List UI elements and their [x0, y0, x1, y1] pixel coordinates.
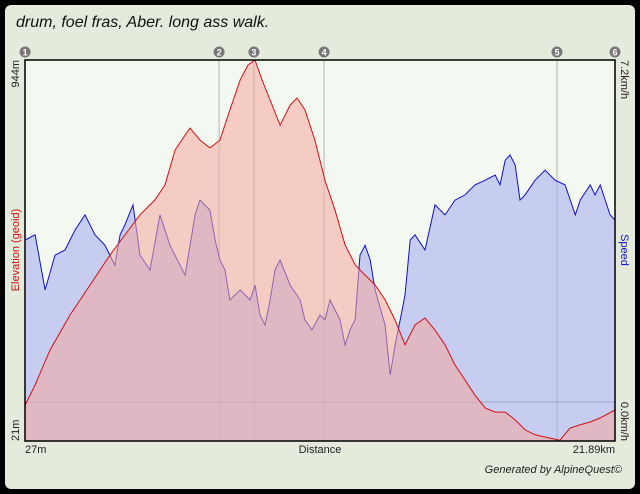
waypoint-marker-2[interactable] — [213, 46, 225, 58]
plot-frame — [24, 59, 616, 442]
chart-title: drum, foel fras, Aber. long ass walk. — [16, 14, 270, 31]
waypoint-marker-3[interactable] — [248, 46, 260, 58]
x-axis-label: Distance — [299, 444, 342, 456]
x-tick-max: 21.89km — [573, 444, 615, 456]
y-left-max: 944m — [10, 60, 22, 88]
waypoint-marker-5[interactable] — [551, 46, 563, 58]
waypoint-marker-label: 3 — [251, 48, 256, 58]
waypoint-marker-4[interactable] — [318, 46, 330, 58]
elevation-line — [24, 59, 616, 441]
waypoint-marker-label: 2 — [217, 48, 222, 58]
x-tick-min: 27m — [25, 444, 46, 456]
y-right-label: Speed — [618, 234, 630, 266]
waypoint-marker-1[interactable] — [19, 46, 31, 58]
waypoint-marker-label: 4 — [322, 48, 327, 58]
waypoint-marker-label: 5 — [554, 48, 559, 58]
y-right-min: 0.0km/h — [618, 402, 630, 441]
waypoint-marker-label: 6 — [612, 48, 617, 58]
y-left-min: 21m — [10, 420, 22, 441]
waypoint-marker-6[interactable] — [609, 46, 621, 58]
waypoint-marker-label: 1 — [23, 48, 28, 58]
footer-credit: Generated by AlpineQuest© — [484, 464, 622, 476]
y-left-label: Elevation (geoid) — [10, 209, 22, 292]
y-right-max: 7.2km/h — [618, 60, 630, 99]
elevation-area — [25, 60, 615, 441]
